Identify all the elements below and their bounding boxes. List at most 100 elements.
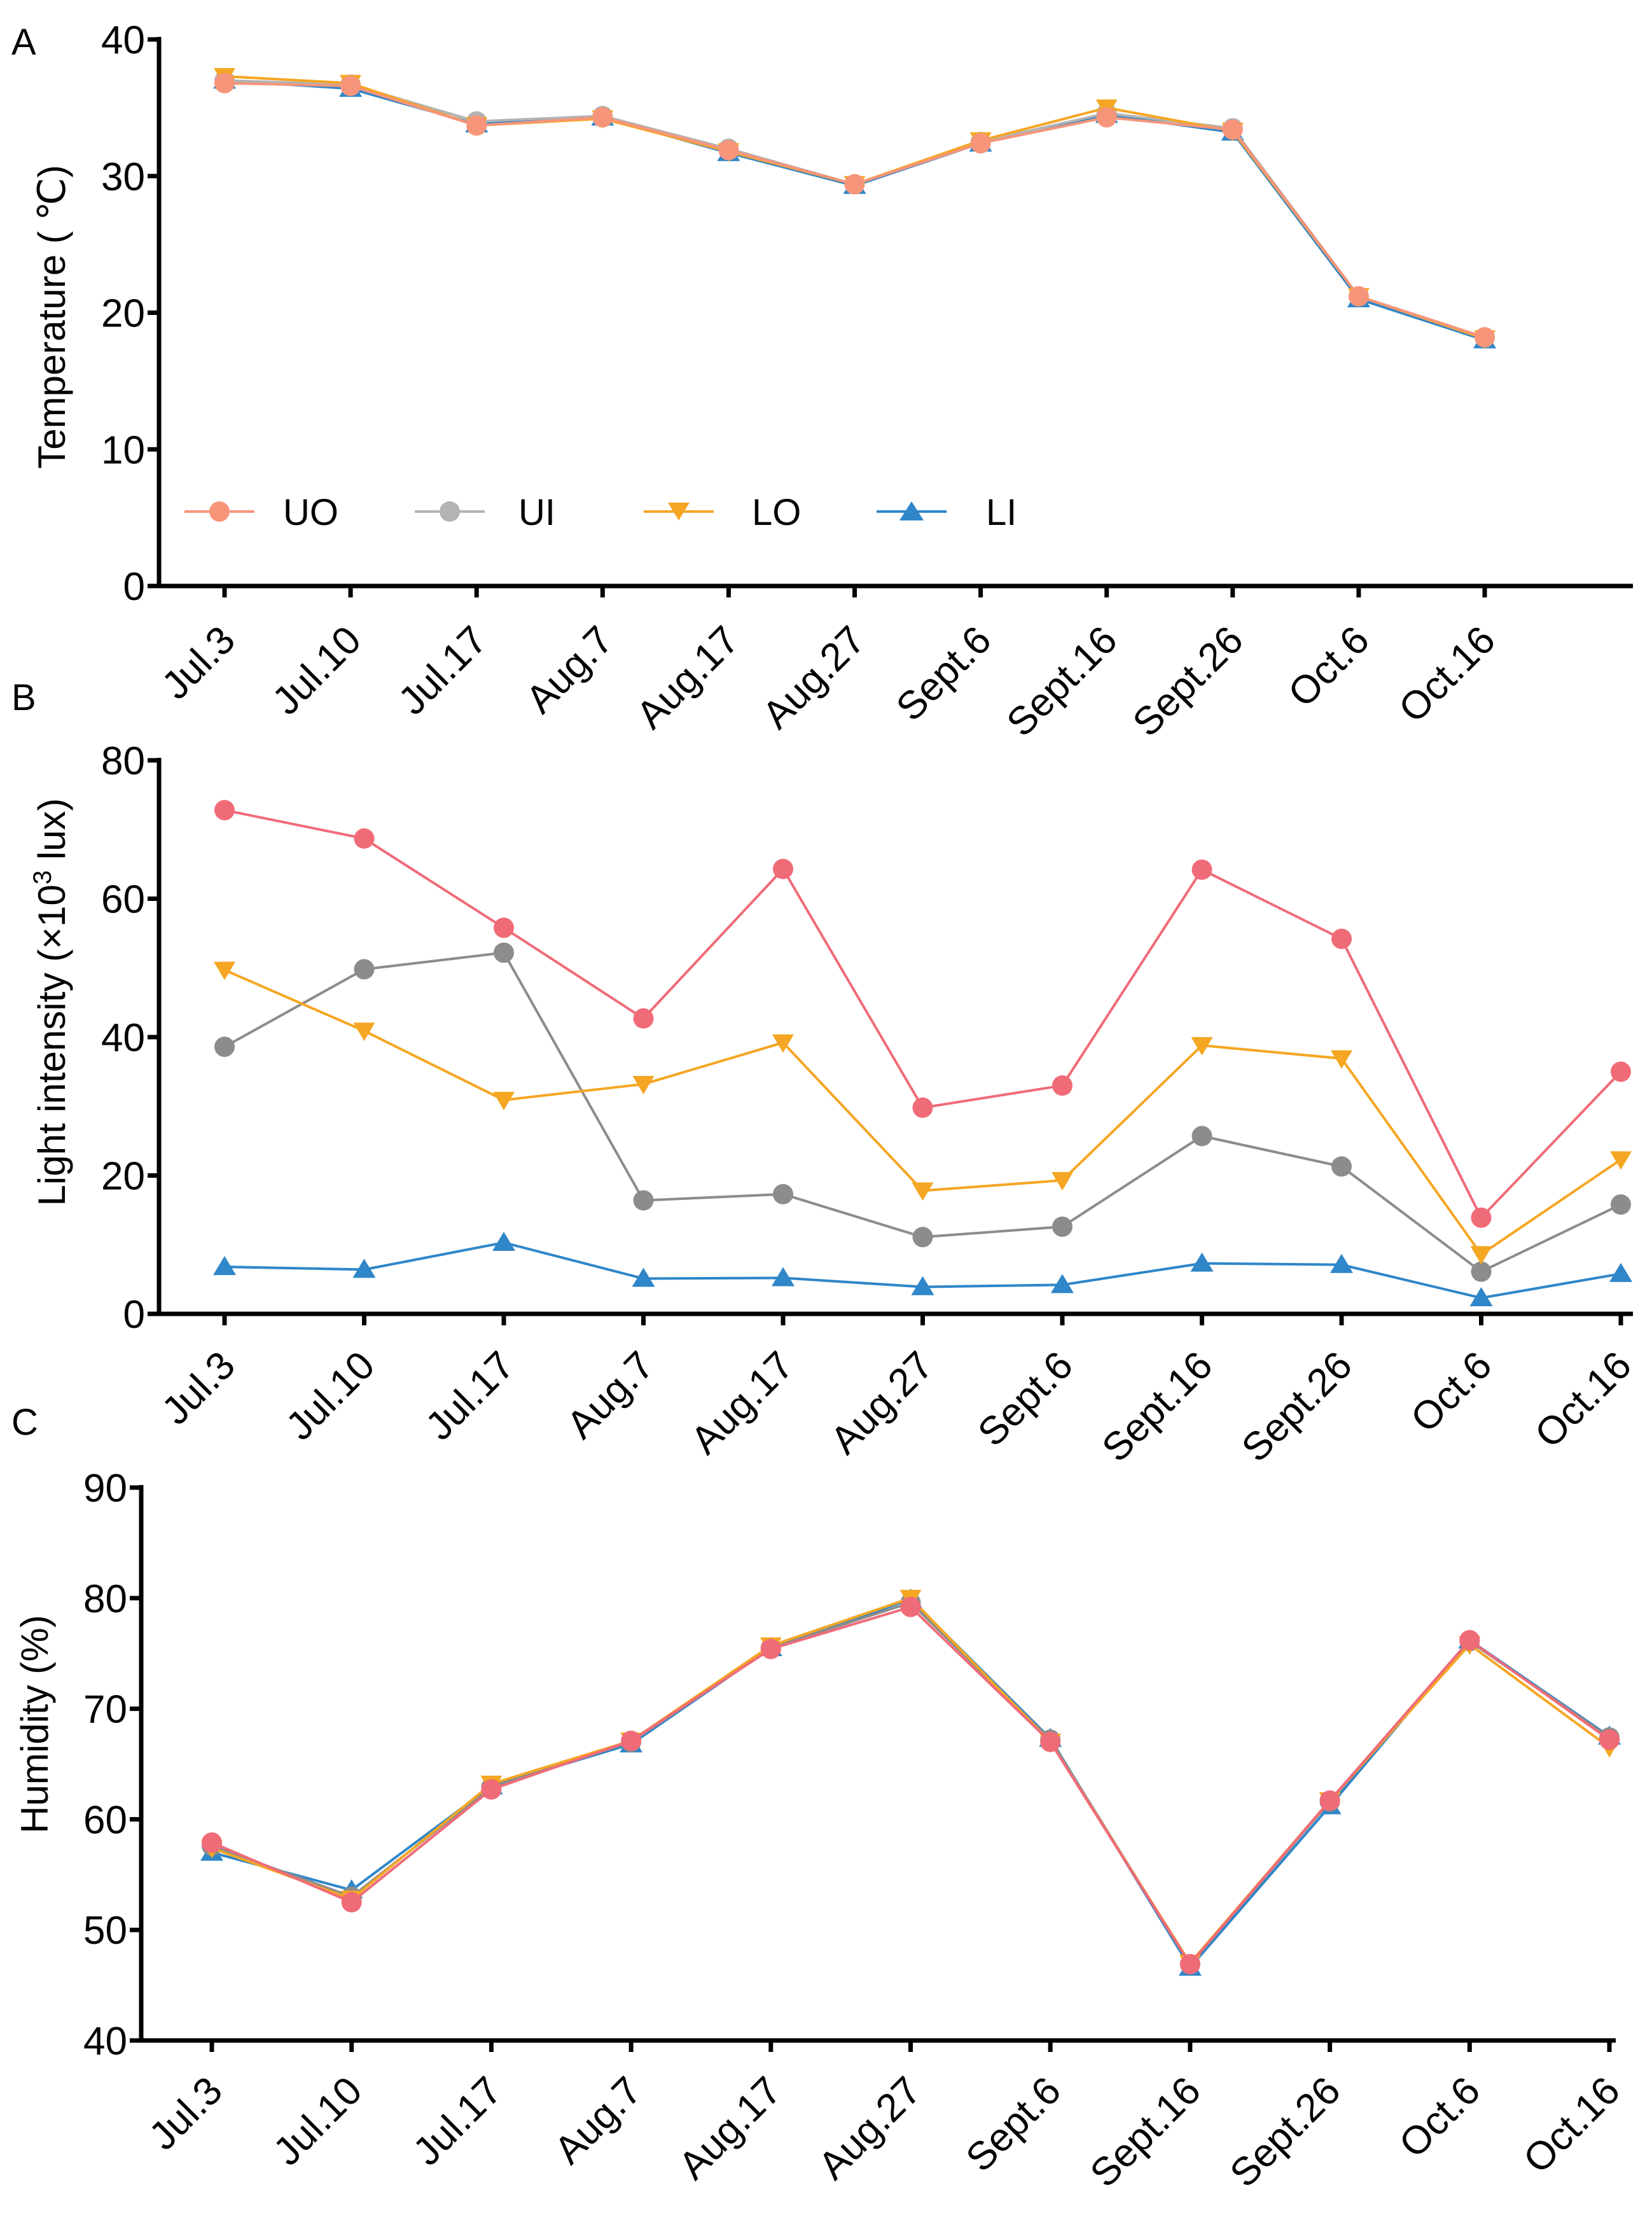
panel-b-x-tick-label-2: Jul.17 — [417, 1343, 523, 1449]
panel-b-x-tick-label-3: Aug.7 — [559, 1343, 662, 1447]
panel-c-series-uo-point-4 — [760, 1638, 781, 1659]
panel-c-series-uo-point-9 — [1459, 1629, 1480, 1650]
panel-b-x-tick-label-4: Aug.17 — [683, 1343, 802, 1463]
panel-a-x-tick-label-5: Aug.27 — [754, 618, 874, 737]
panel-a-x-tick-label-4: Aug.17 — [628, 618, 748, 737]
panel-a-y-tick-label-20: 20 — [101, 292, 145, 336]
panel-b-series-lo-point-4 — [772, 1034, 794, 1053]
panel-c-plot: 40 50 60 70 80 90 Jul.3 Jul.10 Jul.17 Aug.7 Aug.17… — [83, 1467, 1628, 2196]
panel-c-y-tick-label-80: 80 — [83, 1577, 127, 1621]
panel-b-y-tick-label-80: 80 — [101, 739, 145, 783]
panel-c-series-uo-point-5 — [900, 1596, 921, 1617]
legend-ui-marker — [440, 501, 460, 522]
panel-a-series-uo-point-8 — [1222, 119, 1243, 140]
panel-a-series-uo-point-3 — [592, 107, 613, 128]
panel-b-series-uo-point-8 — [1331, 928, 1352, 949]
panel-c-x-tick-label-10: Oct.16 — [1515, 2068, 1628, 2182]
panel-a-x-tick-label-7: Sept.16 — [999, 618, 1126, 745]
panel-b-series-uo-point-10 — [1611, 1061, 1631, 1082]
panel-b-y-tick-label-20: 20 — [101, 1155, 145, 1199]
panel-b-series-li-point-3 — [632, 1267, 655, 1287]
panel-b-series-lo-point-2 — [493, 1091, 515, 1110]
panel-b-x-tick-label-5: Aug.27 — [823, 1343, 942, 1463]
legend-ui-label: UI — [518, 492, 555, 533]
panel-a-series-uo-point-0 — [214, 73, 235, 94]
panel-c-series-uo-point-0 — [202, 1832, 222, 1853]
panel-b-series-lo-point-7 — [1191, 1037, 1213, 1056]
panel-a-series-uo-point-5 — [844, 174, 865, 195]
panel-a-legend: UO UI LO LI — [184, 492, 1017, 533]
panel-c-series-uo-point-10 — [1599, 1729, 1620, 1750]
panel-a-x-tick-label-6: Sept.6 — [888, 618, 1000, 730]
panel-b-series-ui-point-5 — [912, 1227, 933, 1248]
panel-a-series-uo-point-10 — [1475, 327, 1495, 348]
panel-c-x-tick-label-3: Aug.7 — [546, 2068, 650, 2172]
panel-a-x-tick-label-2: Jul.17 — [390, 618, 496, 723]
panel-b-y-axis-title-suffix: lux) — [31, 799, 73, 870]
panel-c-x-tick-label-9: Oct.6 — [1391, 2068, 1489, 2166]
panel-a-letter: A — [11, 22, 36, 63]
legend-item-lo: LO — [644, 492, 801, 533]
legend-li-marker — [899, 501, 924, 520]
panel-a-y-tick-label-10: 10 — [101, 428, 145, 472]
legend-lo-label: LO — [752, 492, 801, 533]
panel-c-series-ui-line — [211, 1601, 1611, 1967]
panel-a-x-tick-label-0: Jul.3 — [154, 618, 244, 708]
panel-a-x-tick-label-9: Oct.6 — [1280, 618, 1378, 716]
panel-a-series-uo-point-7 — [1096, 107, 1117, 128]
legend-item-li: LI — [877, 492, 1017, 533]
legend-li-label: LI — [986, 492, 1017, 533]
panel-b-series-uo-point-5 — [912, 1097, 933, 1118]
panel-b-series-lo-point-6 — [1052, 1172, 1073, 1191]
panel-b-series-lo-point-3 — [632, 1075, 655, 1094]
panel-c-series-uo-point-3 — [621, 1731, 642, 1752]
legend-lo-marker — [668, 503, 690, 520]
panel-b-series-ui-point-0 — [214, 1036, 235, 1057]
panel-b-series-uo-point-3 — [633, 1008, 654, 1029]
panel-c-series-uo-point-6 — [1040, 1731, 1061, 1752]
panel-a-x-tick-label-3: Aug.7 — [518, 618, 621, 722]
legend-item-uo: UO — [184, 492, 338, 533]
panel-b-series-lo-point-9 — [1470, 1246, 1492, 1265]
panel-a-y-tick-label-40: 40 — [101, 18, 145, 62]
panel-b-x-tick-label-9: Oct.6 — [1403, 1343, 1501, 1441]
legend-item-ui: UI — [415, 492, 555, 533]
panel-b-series-li-point-8 — [1330, 1253, 1353, 1273]
panel-b-series-uo-point-7 — [1191, 859, 1212, 880]
panel-c-series-uo-point-1 — [341, 1892, 362, 1913]
panel-b-series-ui-point-7 — [1191, 1126, 1212, 1147]
panel-a-x-tick-label-10: Oct.16 — [1391, 618, 1504, 731]
panel-b-series-ui-point-8 — [1331, 1156, 1352, 1177]
panel-c-x-tick-label-0: Jul.3 — [141, 2068, 231, 2158]
panel-a-series-uo-point-1 — [340, 76, 361, 97]
panel-b-x-tick-label-1: Jul.10 — [278, 1343, 384, 1449]
panel-b-series-lo-point-1 — [353, 1022, 375, 1042]
panel-a-y-tick-label-30: 30 — [101, 155, 145, 199]
panel-a-plot: 0 10 20 30 40 Jul.3 Jul.10 Jul.17 Aug.7 Aug.17 Aug… — [101, 18, 1633, 745]
panel-c-x-tick-label-4: Aug.17 — [670, 2068, 790, 2188]
panel-a-series-uo-point-6 — [970, 133, 991, 154]
panel-b-series-li-point-4 — [772, 1267, 795, 1287]
legend-uo-label: UO — [283, 492, 338, 533]
panel-b-series-ui-point-2 — [494, 942, 514, 963]
panel-b-y-axis-title: Light intensity (×103 lux) — [29, 799, 73, 1206]
panel-c-y-tick-label-60: 60 — [83, 1798, 127, 1842]
panel-c-series-li-line — [211, 1598, 1611, 1970]
panel-c-series-uo-point-8 — [1319, 1790, 1340, 1811]
panel-c-x-tick-label-1: Jul.10 — [265, 2068, 371, 2174]
panel-b-series-uo-point-0 — [214, 800, 235, 821]
panel-c-y-axis-title: Humidity (%) — [13, 1615, 56, 1833]
panel-b-series-ui-point-9 — [1471, 1261, 1492, 1282]
panel-b-series-ui-point-3 — [633, 1190, 654, 1211]
panel-c-x-tick-label-7: Sept.16 — [1082, 2068, 1209, 2196]
panel-b-series-uo-point-1 — [354, 828, 375, 849]
panel-b-series-lo-point-8 — [1331, 1050, 1352, 1069]
panel-b-series-ui-point-10 — [1611, 1194, 1631, 1215]
panel-b-x-tick-label-8: Sept.26 — [1233, 1343, 1361, 1470]
panel-a-series-uo-point-9 — [1348, 286, 1369, 307]
panel-b-series-ui-point-1 — [354, 959, 375, 980]
panel-b-series-uo-point-6 — [1052, 1075, 1072, 1096]
panel-b-series-lo-point-10 — [1610, 1151, 1632, 1170]
panel-c-x-tick-label-5: Aug.27 — [810, 2068, 930, 2188]
panel-c-series-uo-point-2 — [481, 1779, 502, 1800]
